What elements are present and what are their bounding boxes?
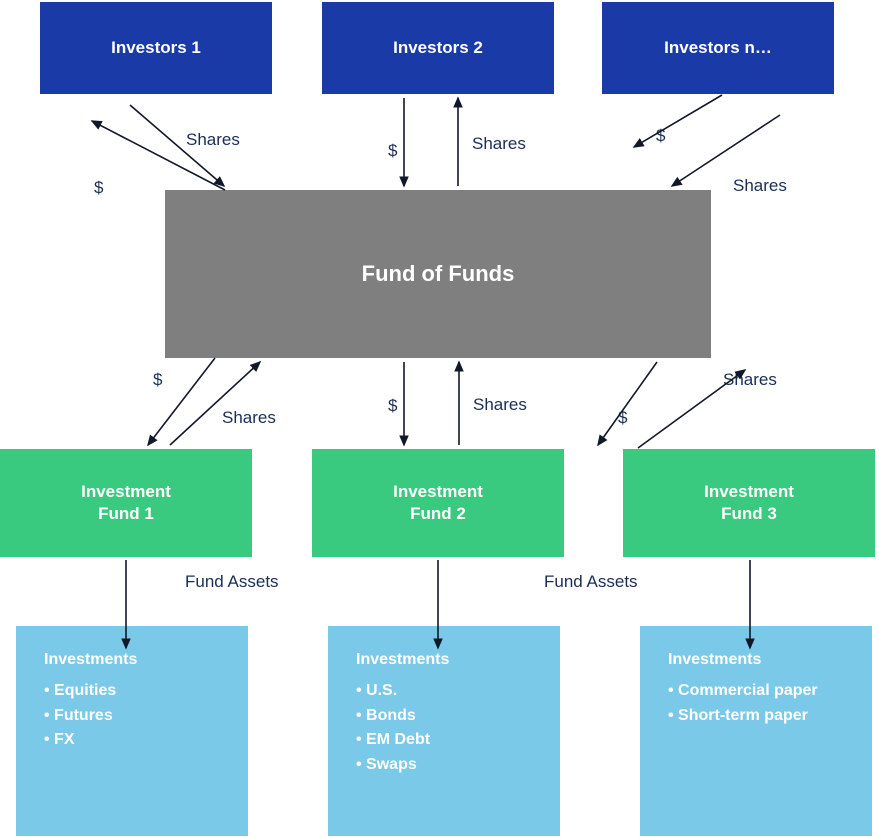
node-investment-fund-2: Investment Fund 2 bbox=[312, 449, 564, 557]
edge-label-shares-bot-right: Shares bbox=[723, 370, 777, 390]
assets1-heading: Investments bbox=[44, 650, 137, 671]
edge-label-shares-top-mid: Shares bbox=[472, 134, 526, 154]
node-investor-n-label: Investors n… bbox=[664, 37, 772, 59]
arrow bbox=[170, 362, 260, 445]
node-fund1-line1: Investment bbox=[81, 481, 171, 503]
edge-label-dollar-top-left: $ bbox=[94, 178, 103, 198]
assets2-heading: Investments bbox=[356, 650, 449, 671]
list-item: EM Debt bbox=[356, 730, 430, 751]
edge-label-shares-bot-left: Shares bbox=[222, 408, 276, 428]
list-item: Equities bbox=[44, 681, 116, 702]
diagram-canvas: Investors 1 Investors 2 Investors n… Fun… bbox=[0, 0, 879, 837]
node-fund2-line1: Investment bbox=[393, 481, 483, 503]
list-item: Futures bbox=[44, 706, 116, 727]
arrow bbox=[634, 95, 722, 147]
node-fund-of-funds-label: Fund of Funds bbox=[362, 260, 515, 289]
edge-label-dollar-top-right: $ bbox=[656, 126, 665, 146]
node-fund3-line1: Investment bbox=[704, 481, 794, 503]
list-item: FX bbox=[44, 730, 116, 751]
list-item: Swaps bbox=[356, 755, 430, 776]
node-investment-fund-3: Investment Fund 3 bbox=[623, 449, 875, 557]
edge-label-shares-top-left: Shares bbox=[186, 130, 240, 150]
edge-label-dollar-bot-right: $ bbox=[618, 408, 627, 428]
list-item: Short-term paper bbox=[668, 706, 818, 727]
edge-label-shares-top-right: Shares bbox=[733, 176, 787, 196]
edge-label-fund-assets-right: Fund Assets bbox=[544, 572, 638, 592]
edge-label-dollar-bot-mid: $ bbox=[388, 396, 397, 416]
assets1-list: Equities Futures FX bbox=[44, 677, 116, 755]
node-fund1-line2: Fund 1 bbox=[98, 503, 154, 525]
node-investor-2-label: Investors 2 bbox=[393, 37, 483, 59]
edge-label-dollar-bot-left: $ bbox=[153, 370, 162, 390]
assets2-list: U.S. Bonds EM Debt Swaps bbox=[356, 677, 430, 780]
node-investor-2: Investors 2 bbox=[322, 2, 554, 94]
edge-label-shares-bot-mid: Shares bbox=[473, 395, 527, 415]
node-fund2-line2: Fund 2 bbox=[410, 503, 466, 525]
node-investment-fund-1: Investment Fund 1 bbox=[0, 449, 252, 557]
list-item: U.S. bbox=[356, 681, 430, 702]
node-investor-1: Investors 1 bbox=[40, 2, 272, 94]
node-fund3-line2: Fund 3 bbox=[721, 503, 777, 525]
node-investor-1-label: Investors 1 bbox=[111, 37, 201, 59]
list-item: Commercial paper bbox=[668, 681, 818, 702]
arrow bbox=[598, 362, 657, 445]
node-assets-3: Investments Commercial paper Short-term p… bbox=[640, 626, 872, 836]
list-item: Bonds bbox=[356, 706, 430, 727]
node-assets-1: Investments Equities Futures FX bbox=[16, 626, 248, 836]
edge-label-dollar-top-mid: $ bbox=[388, 141, 397, 161]
node-assets-2: Investments U.S. Bonds EM Debt Swaps bbox=[328, 626, 560, 836]
edge-label-fund-assets-left: Fund Assets bbox=[185, 572, 279, 592]
node-investor-n: Investors n… bbox=[602, 2, 834, 94]
assets3-list: Commercial paper Short-term paper bbox=[668, 677, 818, 731]
assets3-heading: Investments bbox=[668, 650, 761, 671]
node-fund-of-funds: Fund of Funds bbox=[165, 190, 711, 358]
